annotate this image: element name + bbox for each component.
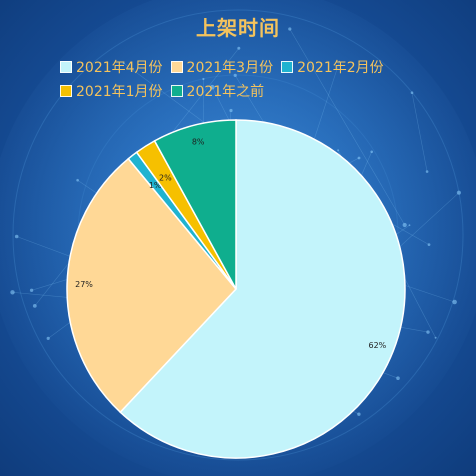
background-star <box>338 60 341 63</box>
background-star <box>337 149 340 152</box>
legend-swatch <box>170 61 183 73</box>
background-link <box>289 28 405 226</box>
legend-label: 2021年2月份 <box>297 60 384 76</box>
legend-label: 2021年4月份 <box>76 60 163 76</box>
slice-data-label: 2% <box>159 174 172 183</box>
background-star <box>288 27 292 31</box>
slice-data-label: 8% <box>192 138 205 147</box>
legend-item[interactable]: 2021年1月份 <box>60 81 163 101</box>
background-star <box>410 91 414 94</box>
legend-item[interactable]: 2021年之前 <box>170 81 265 101</box>
chart-title: 上架时间 <box>196 16 280 40</box>
background-star <box>434 336 437 339</box>
background-star <box>229 108 233 113</box>
pie-slice[interactable] <box>66 157 237 414</box>
background-link <box>411 92 428 172</box>
legend-label: 2021年3月份 <box>186 60 274 76</box>
pie-slice[interactable] <box>153 119 237 290</box>
pie-slice[interactable] <box>119 119 406 459</box>
slice-data-label: 27% <box>75 280 93 289</box>
background-star <box>357 156 361 160</box>
background-star <box>10 290 15 295</box>
slice-data-label: 1% <box>149 181 162 190</box>
background-star <box>233 73 237 77</box>
legend-item[interactable]: 2021年3月份 <box>170 57 274 77</box>
background-star <box>210 84 215 90</box>
legend: 2021年4月份 2021年3月份 2021年2月份 2021年1月份 2021年之前 <box>60 55 460 103</box>
background-star <box>456 190 461 195</box>
background-star <box>237 46 241 50</box>
slice-data-label: 62% <box>369 341 387 350</box>
legend-swatch <box>60 85 72 97</box>
legend-swatch <box>60 61 72 73</box>
legend-label: 2021年之前 <box>186 84 265 100</box>
background-star <box>29 288 34 292</box>
background-star <box>396 376 400 381</box>
background-star <box>202 77 205 81</box>
background-star <box>32 304 37 308</box>
background-star <box>427 243 431 247</box>
legend-swatch <box>170 85 183 97</box>
background-star <box>357 412 361 416</box>
background-star <box>408 224 411 227</box>
legend-item[interactable]: 2021年2月份 <box>281 57 384 77</box>
background-star <box>14 234 19 239</box>
background-star <box>402 222 407 228</box>
background-star <box>426 330 430 334</box>
background-star <box>370 150 374 154</box>
legend-row: 2021年1月份 2021年之前 <box>60 79 460 103</box>
background-star <box>46 336 50 340</box>
background-star <box>425 170 429 173</box>
legend-label: 2021年1月份 <box>76 84 163 100</box>
background-star <box>122 62 125 65</box>
legend-item[interactable]: 2021年4月份 <box>60 57 163 77</box>
legend-row: 2021年4月份 2021年3月份 2021年2月份 <box>60 55 460 79</box>
background-star <box>76 178 79 182</box>
background-star <box>452 299 457 305</box>
legend-swatch <box>281 61 294 73</box>
